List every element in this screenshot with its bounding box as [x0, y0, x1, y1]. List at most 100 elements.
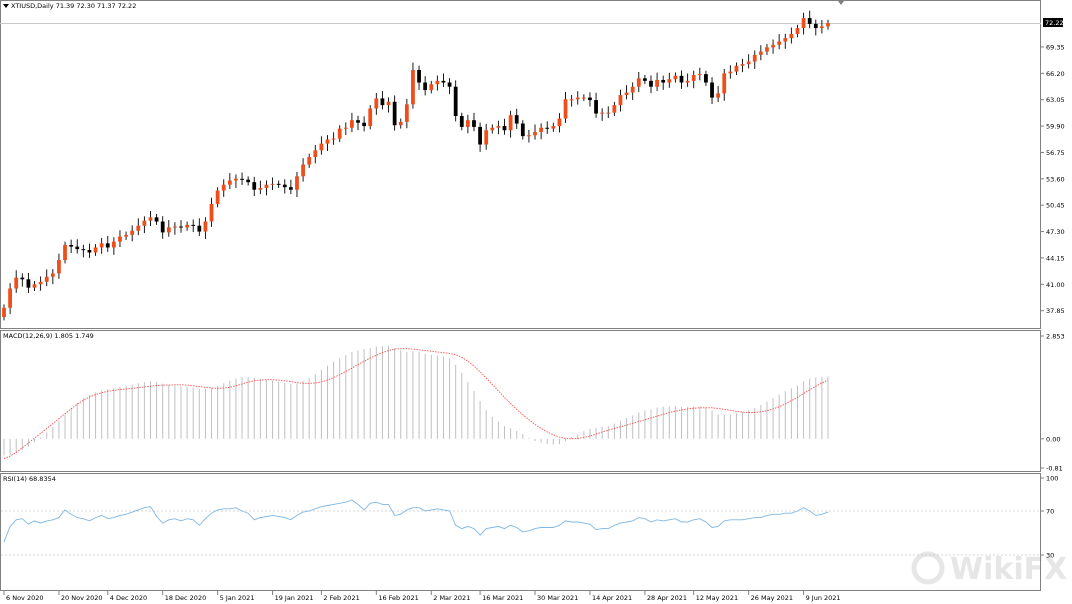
- macd-title: MACD(12,26,9) 1.805 1.749: [3, 332, 94, 340]
- candle: [783, 33, 788, 49]
- chart-shift-marker-icon[interactable]: [838, 1, 844, 5]
- candle-body-bull: [618, 95, 623, 106]
- time-tick-label: 26 May 2021: [751, 594, 793, 602]
- price-tick-label: 37.85: [1046, 307, 1065, 315]
- candle-body-bear: [423, 82, 428, 91]
- candle: [392, 95, 397, 131]
- candle: [221, 179, 226, 197]
- time-tick-label: 5 Jan 2021: [220, 594, 255, 602]
- candle-body-bull: [746, 61, 751, 65]
- candle-body-bull: [295, 176, 299, 190]
- candle: [459, 112, 464, 131]
- last-price-tag-text: 72.22: [1045, 19, 1064, 27]
- candle-body-bull: [624, 92, 629, 96]
- candle-body-bull: [307, 157, 312, 165]
- candle-body-bull: [801, 18, 806, 29]
- price-tick-label: 59.90: [1046, 123, 1065, 131]
- candle: [472, 112, 476, 132]
- time-tick-label: 2 Mar 2021: [433, 594, 470, 602]
- candle: [270, 177, 275, 191]
- candle-body-bear: [276, 183, 281, 185]
- candle-body-bear: [392, 101, 397, 126]
- candle-body-bear: [380, 98, 385, 106]
- candle-body-bull: [50, 273, 55, 277]
- candle: [569, 94, 574, 107]
- candle-body-bull: [331, 138, 336, 140]
- candle: [246, 176, 251, 186]
- candle: [234, 174, 238, 188]
- candle: [8, 283, 12, 315]
- candle-body-bull: [716, 93, 721, 98]
- rsi-tick-label: 70: [1046, 508, 1054, 516]
- candle: [820, 20, 824, 34]
- candle-body-bull: [612, 105, 617, 113]
- candle: [50, 269, 55, 285]
- candle: [679, 70, 684, 89]
- candle: [673, 72, 678, 83]
- candle: [758, 45, 763, 61]
- candle: [490, 124, 495, 134]
- candle-body-bear: [447, 82, 452, 87]
- candle-body-bull: [484, 130, 489, 145]
- candle-body-bear: [197, 225, 202, 232]
- price-pane[interactable]: 37.85 41.00 44.15 47.30 50.45 53.60 56.75 59.90…: [0, 0, 1065, 329]
- macd-pane[interactable]: MACD(12,26,9) 1.805 1.749 2.853 0.00 -0.81: [0, 330, 1065, 473]
- candle-body-bear: [594, 100, 598, 114]
- candle-body-bull: [234, 178, 238, 181]
- candle: [734, 62, 739, 75]
- candle: [75, 239, 80, 254]
- candle: [276, 180, 281, 189]
- candle: [173, 222, 177, 235]
- candle-body-bull: [673, 75, 678, 80]
- candle-body-bear: [26, 279, 31, 288]
- candle: [81, 244, 86, 258]
- candle-body-bull: [173, 226, 177, 228]
- candle-body-bear: [75, 246, 80, 250]
- candle-body-bull: [429, 84, 434, 91]
- candle-body-bull: [124, 234, 128, 237]
- candle-body-bull: [368, 108, 373, 127]
- rsi-pane[interactable]: RSI(14) 68.8354 100 70 30: [0, 473, 1059, 591]
- candle: [465, 114, 470, 134]
- candle-body-bear: [191, 224, 196, 226]
- candle-body-bear: [288, 187, 293, 190]
- candle-body-bull: [551, 126, 556, 129]
- candle-body-bull: [740, 64, 745, 66]
- candle-body-bull: [14, 277, 19, 289]
- last-price-tag-bg: [1043, 18, 1063, 27]
- candle-body-bull: [337, 128, 342, 139]
- candle-body-bull: [264, 184, 269, 189]
- candle: [563, 91, 568, 123]
- price-tick-label: 66.20: [1046, 70, 1065, 78]
- candle: [551, 122, 556, 132]
- candle: [752, 50, 757, 69]
- time-tick-label: 6 Nov 2020: [6, 594, 44, 602]
- candle: [63, 241, 67, 264]
- candle-body-bull: [496, 126, 501, 128]
- candle-body-bull: [771, 44, 775, 48]
- candle: [716, 86, 721, 102]
- candle: [20, 273, 25, 287]
- time-tick-label: 28 Apr 2021: [647, 594, 687, 602]
- candle: [380, 91, 385, 110]
- candle-body-bear: [642, 78, 647, 81]
- candle: [136, 218, 141, 236]
- candle-body-bear: [704, 74, 708, 83]
- candle: [807, 10, 812, 29]
- candle: [697, 67, 702, 81]
- symbol-menu-triangle-icon: [3, 4, 9, 8]
- candle: [557, 113, 562, 133]
- macd-signal-line: [3, 348, 829, 460]
- candle-body-bull: [166, 227, 171, 233]
- candle-body-bull: [655, 80, 659, 87]
- candle-body-bear: [813, 23, 818, 29]
- watermark: WikiFX: [911, 551, 1067, 587]
- candle-body-bull: [636, 78, 641, 87]
- candle-body-bull: [111, 241, 116, 248]
- candle-body-bull: [667, 79, 672, 83]
- candle-body-bull: [343, 127, 348, 129]
- candle: [600, 108, 605, 121]
- chart-title-text: XTIUSD,Daily 71.39 72.30 71.37 72.22: [11, 2, 136, 10]
- candle-body-bear: [87, 249, 92, 253]
